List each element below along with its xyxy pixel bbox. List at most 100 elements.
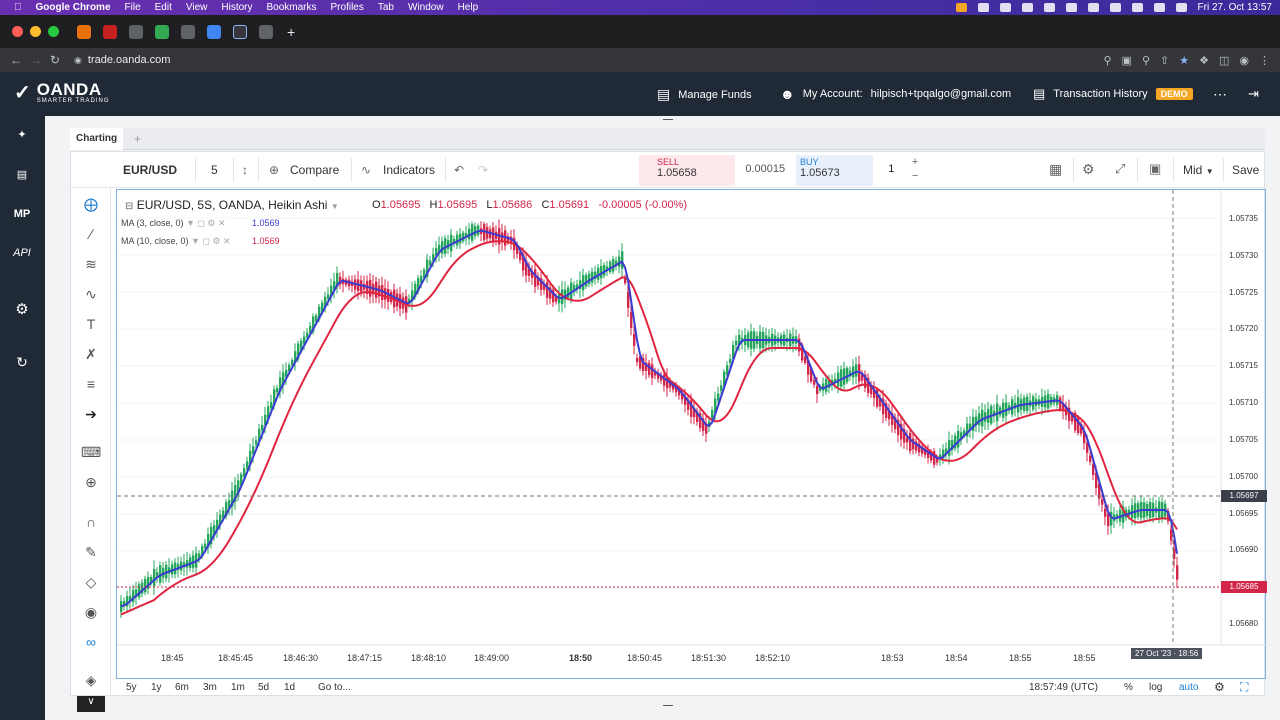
- menu-profiles[interactable]: Profiles: [323, 2, 364, 13]
- undo-icon[interactable]: ↶: [454, 163, 465, 177]
- ma-controls-icon[interactable]: ▼ ◻ ⚙ ✕: [186, 218, 226, 228]
- pattern-icon[interactable]: ✗: [85, 346, 97, 362]
- tab-charting[interactable]: Charting: [70, 128, 124, 150]
- price-source-select[interactable]: Mid ▼: [1183, 163, 1214, 177]
- status-icon[interactable]: [1021, 3, 1033, 12]
- collapse-handle[interactable]: [663, 705, 673, 706]
- collapse-legend-icon[interactable]: ⊟: [125, 201, 134, 212]
- display-icon[interactable]: [1065, 3, 1077, 12]
- menu-window[interactable]: Window: [400, 2, 444, 13]
- trendline-icon[interactable]: ∕: [89, 226, 93, 242]
- key-icon[interactable]: ⚲: [1103, 54, 1112, 67]
- oanda-logo[interactable]: ✓ OANDA SMARTER TRADING: [14, 80, 110, 105]
- new-tab-icon[interactable]: +: [287, 23, 296, 40]
- range-1d[interactable]: 1d: [284, 682, 296, 693]
- link-icon[interactable]: ∞: [86, 634, 96, 650]
- close-window-button[interactable]: [12, 26, 23, 37]
- docs-icon[interactable]: [207, 24, 221, 39]
- layers-icon[interactable]: ◈: [85, 672, 97, 688]
- control-center-icon[interactable]: [1175, 3, 1187, 12]
- share-icon[interactable]: ⇧: [1160, 54, 1170, 67]
- eye-icon[interactable]: ◉: [84, 604, 98, 620]
- bookmark-star-icon[interactable]: ★: [1179, 54, 1190, 67]
- cloud-icon[interactable]: [1043, 3, 1055, 12]
- site-info-icon[interactable]: ◉: [74, 54, 82, 65]
- chart-legend[interactable]: ⊟ EUR/USD, 5S, OANDA, Heikin Ashi ▼: [125, 198, 339, 212]
- wifi-icon[interactable]: [1131, 3, 1143, 12]
- compare-button[interactable]: Compare: [290, 163, 340, 177]
- github-icon[interactable]: [129, 24, 143, 39]
- rail-mp[interactable]: MP: [13, 208, 31, 220]
- minimize-window-button[interactable]: [30, 26, 41, 37]
- auto-toggle[interactable]: auto: [1179, 682, 1199, 693]
- chart-canvas[interactable]: [117, 190, 1267, 680]
- buy-button[interactable]: BUY 1.05673: [795, 155, 874, 186]
- text-icon[interactable]: T: [86, 316, 96, 332]
- lock-icon[interactable]: ◇: [85, 574, 97, 590]
- fullscreen-icon[interactable]: ⤢: [1115, 161, 1126, 176]
- utc-clock[interactable]: 18:57:49 (UTC): [1029, 682, 1098, 693]
- tab-favicon[interactable]: [77, 24, 91, 39]
- range-3m[interactable]: 3m: [203, 682, 217, 693]
- ma-controls-icon[interactable]: ▼ ◻ ⚙ ✕: [191, 236, 231, 246]
- logout-icon[interactable]: ⇥: [1248, 86, 1259, 101]
- settings-icon[interactable]: ⚙: [15, 301, 29, 318]
- menu-file[interactable]: File: [117, 2, 141, 13]
- layout-icon[interactable]: ▦: [1049, 161, 1063, 177]
- status-icon[interactable]: [977, 3, 989, 12]
- sell-button[interactable]: SELL 1.05658: [639, 155, 735, 186]
- collapse-toolbar-icon[interactable]: ∨: [77, 696, 105, 712]
- reload-icon[interactable]: ↻: [50, 53, 61, 67]
- range-5y[interactable]: 5y: [126, 682, 137, 693]
- add-tab-icon[interactable]: +: [134, 132, 142, 146]
- chart-settings-icon[interactable]: ⚙: [1082, 161, 1095, 177]
- range-6m[interactable]: 6m: [175, 682, 189, 693]
- menu-history[interactable]: History: [213, 2, 252, 13]
- mic-icon[interactable]: [955, 3, 967, 12]
- pencil-lock-icon[interactable]: ✎: [85, 544, 97, 560]
- chrome-menu-icon[interactable]: ⋮: [1259, 54, 1270, 67]
- log-toggle[interactable]: log: [1149, 682, 1163, 693]
- install-icon[interactable]: ▣: [1121, 54, 1132, 67]
- tab-favicon[interactable]: [259, 24, 273, 39]
- refresh-icon[interactable]: ↻: [16, 354, 28, 370]
- app-name[interactable]: Google Chrome: [28, 2, 111, 13]
- my-account-button[interactable]: ☻ My Account: hilpisch+tpqalgo@gmail.com: [780, 86, 1011, 102]
- zoom-in-icon[interactable]: ⊕: [85, 474, 97, 490]
- status-icon[interactable]: [999, 3, 1011, 12]
- news-icon[interactable]: ▤: [16, 169, 28, 181]
- arrow-left-icon[interactable]: ➔: [85, 406, 97, 422]
- decrement-icon[interactable]: −: [911, 170, 919, 182]
- price-chart[interactable]: ⊟ EUR/USD, 5S, OANDA, Heikin Ashi ▼ O1.0…: [116, 189, 1267, 680]
- battery-icon[interactable]: [1109, 3, 1121, 12]
- profile-avatar[interactable]: ◉: [1239, 54, 1249, 67]
- goto-button[interactable]: Go to...: [318, 682, 351, 693]
- trade-icon[interactable]: ✦: [17, 129, 27, 141]
- back-icon[interactable]: ←: [10, 53, 22, 67]
- quantity-stepper[interactable]: + −: [909, 155, 921, 186]
- tab-favicon[interactable]: [103, 24, 117, 39]
- brush-icon[interactable]: ∿: [85, 286, 97, 302]
- bluetooth-icon[interactable]: [1087, 3, 1099, 12]
- active-tab-favicon[interactable]: [233, 24, 247, 39]
- indicators-button[interactable]: Indicators: [383, 163, 436, 177]
- tab-favicon[interactable]: [181, 24, 195, 39]
- fib-icon[interactable]: ≋: [85, 256, 97, 272]
- menu-edit[interactable]: Edit: [147, 2, 172, 13]
- more-menu-icon[interactable]: ⋯: [1213, 86, 1227, 102]
- fullscreen-icon[interactable]: ⛶: [1240, 680, 1249, 694]
- transaction-history-button[interactable]: ▤ Transaction History DEMO: [1033, 86, 1193, 102]
- menubar-clock[interactable]: Fri 27. Oct 13:57: [1197, 2, 1272, 13]
- collapse-handle[interactable]: [663, 119, 673, 120]
- range-5d[interactable]: 5d: [258, 682, 270, 693]
- prediction-icon[interactable]: ≡: [86, 376, 96, 392]
- camera-icon[interactable]: ▣: [1149, 161, 1162, 176]
- save-button[interactable]: Save: [1232, 163, 1260, 177]
- extensions-icon[interactable]: ❖: [1199, 54, 1209, 67]
- gear-icon[interactable]: ⚙: [1214, 680, 1225, 694]
- search-icon[interactable]: [1153, 3, 1165, 12]
- quantity-field[interactable]: 1: [888, 163, 895, 175]
- interval-select[interactable]: 5: [211, 163, 218, 177]
- magnet-icon[interactable]: ∩: [85, 514, 97, 530]
- ma-10-legend[interactable]: MA (10, close, 0) ▼ ◻ ⚙ ✕: [121, 236, 231, 247]
